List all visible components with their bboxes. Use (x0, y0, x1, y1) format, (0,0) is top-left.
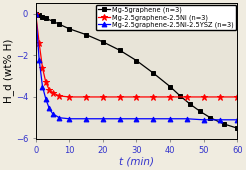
Y-axis label: H_d (wt% H): H_d (wt% H) (3, 39, 14, 103)
Line: Mg-2.5graphene-2.5Ni (n=3): Mg-2.5graphene-2.5Ni (n=3) (33, 11, 240, 100)
Mg-2.5graphene-2.5Ni (n=3) (44, 81, 47, 83)
Mg-2.5graphene-2.5Ni (n=3) (202, 96, 205, 98)
Line: Mg-2.5graphene-2.5Ni-2.5YSZ (n=3): Mg-2.5graphene-2.5Ni-2.5YSZ (n=3) (33, 11, 240, 122)
Mg-2.5graphene-2.5Ni-2.5YSZ (n=3) (169, 118, 171, 120)
Mg-5graphene (n=3) (236, 127, 239, 129)
Mg-2.5graphene-2.5Ni (n=3) (236, 96, 239, 98)
Mg-2.5graphene-2.5Ni-2.5YSZ (n=3) (44, 98, 47, 100)
Mg-2.5graphene-2.5Ni-2.5YSZ (n=3) (219, 119, 222, 121)
Mg-2.5graphene-2.5Ni (n=3) (34, 13, 37, 15)
Mg-5graphene (n=3) (58, 23, 61, 25)
Mg-5graphene (n=3) (169, 86, 171, 88)
Mg-2.5graphene-2.5Ni (n=3) (58, 95, 61, 97)
Mg-5graphene (n=3) (85, 34, 88, 36)
Mg-2.5graphene-2.5Ni-2.5YSZ (n=3) (202, 119, 205, 121)
Mg-5graphene (n=3) (68, 28, 71, 30)
Mg-5graphene (n=3) (152, 72, 155, 74)
Mg-2.5graphene-2.5Ni (n=3) (135, 96, 138, 98)
Mg-2.5graphene-2.5Ni-2.5YSZ (n=3) (51, 113, 54, 115)
Mg-2.5graphene-2.5Ni (n=3) (101, 96, 104, 98)
X-axis label: t (min): t (min) (119, 157, 154, 167)
Mg-2.5graphene-2.5Ni-2.5YSZ (n=3) (236, 119, 239, 121)
Line: Mg-5graphene (n=3): Mg-5graphene (n=3) (34, 12, 239, 130)
Mg-2.5graphene-2.5Ni-2.5YSZ (n=3) (58, 117, 61, 119)
Mg-2.5graphene-2.5Ni (n=3) (219, 96, 222, 98)
Mg-5graphene (n=3) (179, 95, 182, 97)
Mg-2.5graphene-2.5Ni (n=3) (68, 96, 71, 98)
Mg-2.5graphene-2.5Ni-2.5YSZ (n=3) (135, 118, 138, 120)
Mg-2.5graphene-2.5Ni-2.5YSZ (n=3) (34, 13, 37, 15)
Mg-5graphene (n=3) (118, 49, 121, 51)
Mg-5graphene (n=3) (34, 13, 37, 15)
Mg-2.5graphene-2.5Ni (n=3) (85, 96, 88, 98)
Mg-2.5graphene-2.5Ni (n=3) (118, 96, 121, 98)
Mg-2.5graphene-2.5Ni-2.5YSZ (n=3) (41, 86, 44, 88)
Mg-2.5graphene-2.5Ni (n=3) (185, 96, 188, 98)
Mg-2.5graphene-2.5Ni (n=3) (51, 92, 54, 94)
Mg-2.5graphene-2.5Ni-2.5YSZ (n=3) (48, 107, 51, 109)
Mg-2.5graphene-2.5Ni (n=3) (169, 96, 171, 98)
Mg-5graphene (n=3) (135, 59, 138, 62)
Mg-2.5graphene-2.5Ni-2.5YSZ (n=3) (101, 118, 104, 120)
Mg-5graphene (n=3) (199, 110, 202, 113)
Mg-2.5graphene-2.5Ni (n=3) (38, 42, 41, 44)
Mg-2.5graphene-2.5Ni (n=3) (48, 89, 51, 91)
Mg-5graphene (n=3) (101, 41, 104, 43)
Mg-2.5graphene-2.5Ni-2.5YSZ (n=3) (85, 118, 88, 120)
Mg-5graphene (n=3) (222, 123, 225, 125)
Mg-2.5graphene-2.5Ni (n=3) (152, 96, 155, 98)
Mg-5graphene (n=3) (189, 103, 192, 105)
Mg-2.5graphene-2.5Ni-2.5YSZ (n=3) (38, 58, 41, 61)
Legend: Mg-5graphene (n=3), Mg-2.5graphene-2.5Ni (n=3), Mg-2.5graphene-2.5Ni-2.5YSZ (n=3: Mg-5graphene (n=3), Mg-2.5graphene-2.5Ni… (96, 5, 236, 30)
Mg-5graphene (n=3) (41, 16, 44, 18)
Mg-2.5graphene-2.5Ni-2.5YSZ (n=3) (185, 118, 188, 120)
Mg-2.5graphene-2.5Ni (n=3) (41, 67, 44, 69)
Mg-5graphene (n=3) (51, 20, 54, 22)
Mg-2.5graphene-2.5Ni-2.5YSZ (n=3) (152, 118, 155, 120)
Mg-5graphene (n=3) (44, 17, 47, 19)
Mg-5graphene (n=3) (38, 14, 41, 16)
Mg-2.5graphene-2.5Ni-2.5YSZ (n=3) (68, 118, 71, 120)
Mg-5graphene (n=3) (209, 117, 212, 119)
Mg-2.5graphene-2.5Ni-2.5YSZ (n=3) (118, 118, 121, 120)
